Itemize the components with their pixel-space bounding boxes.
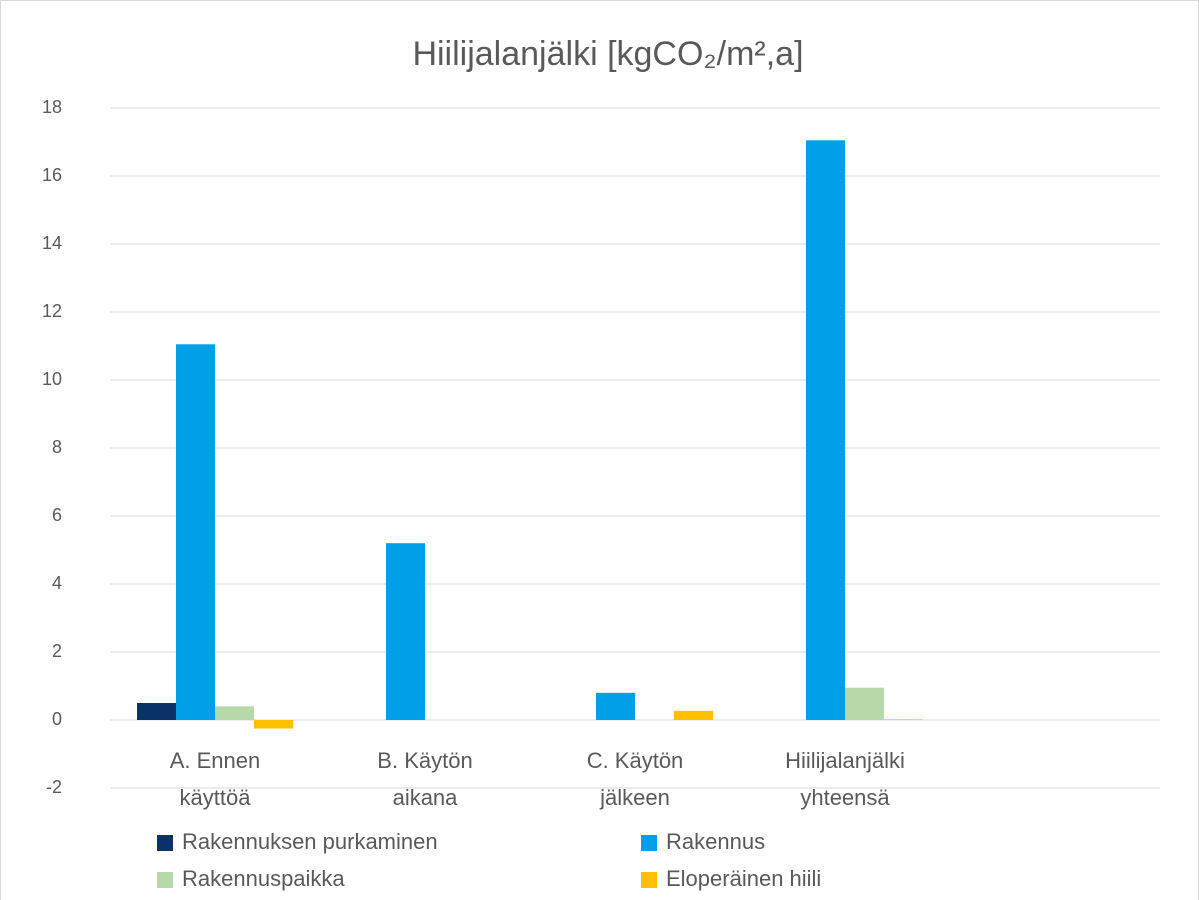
x-tick-label: C. Käytön jälkeen bbox=[587, 748, 684, 810]
bar bbox=[596, 692, 635, 720]
y-tick-label: 12 bbox=[42, 301, 62, 321]
legend-swatch bbox=[641, 872, 657, 888]
x-tick-label: Hiilijalanjälki yhteensä bbox=[785, 748, 905, 810]
bar bbox=[215, 706, 254, 720]
bar bbox=[176, 344, 215, 720]
bar bbox=[674, 710, 713, 720]
y-tick-label: 16 bbox=[42, 165, 62, 185]
y-tick-label: 4 bbox=[52, 573, 62, 593]
bar bbox=[386, 543, 425, 720]
x-tick-label: A. Ennen käyttöä bbox=[170, 748, 261, 810]
legend-swatch bbox=[157, 872, 173, 888]
y-tick-label: 6 bbox=[52, 505, 62, 525]
y-tick-label: 2 bbox=[52, 641, 62, 661]
bar bbox=[845, 687, 884, 720]
y-tick-label: 0 bbox=[52, 709, 62, 729]
y-tick-label: 14 bbox=[42, 233, 62, 253]
y-tick-label: 18 bbox=[42, 97, 62, 117]
legend-label: Rakennuspaikka bbox=[182, 866, 345, 891]
bar bbox=[254, 720, 293, 729]
legend-label: Rakennus bbox=[666, 829, 765, 854]
bar bbox=[137, 703, 176, 720]
bar bbox=[806, 140, 845, 721]
y-tick-label: 8 bbox=[52, 437, 62, 457]
y-tick-label: 10 bbox=[42, 369, 62, 389]
legend-swatch bbox=[157, 835, 173, 851]
chart-title: Hiilijalanjälki [kgCO₂/m²,a] bbox=[412, 35, 803, 73]
legend-swatch bbox=[641, 835, 657, 851]
y-tick-label: -2 bbox=[46, 777, 62, 797]
x-tick-label: B. Käytön aikana bbox=[377, 748, 472, 810]
legend-label: Eloperäinen hiili bbox=[666, 866, 821, 891]
legend-label: Rakennuksen purkaminen bbox=[182, 829, 438, 854]
bar bbox=[884, 719, 923, 720]
